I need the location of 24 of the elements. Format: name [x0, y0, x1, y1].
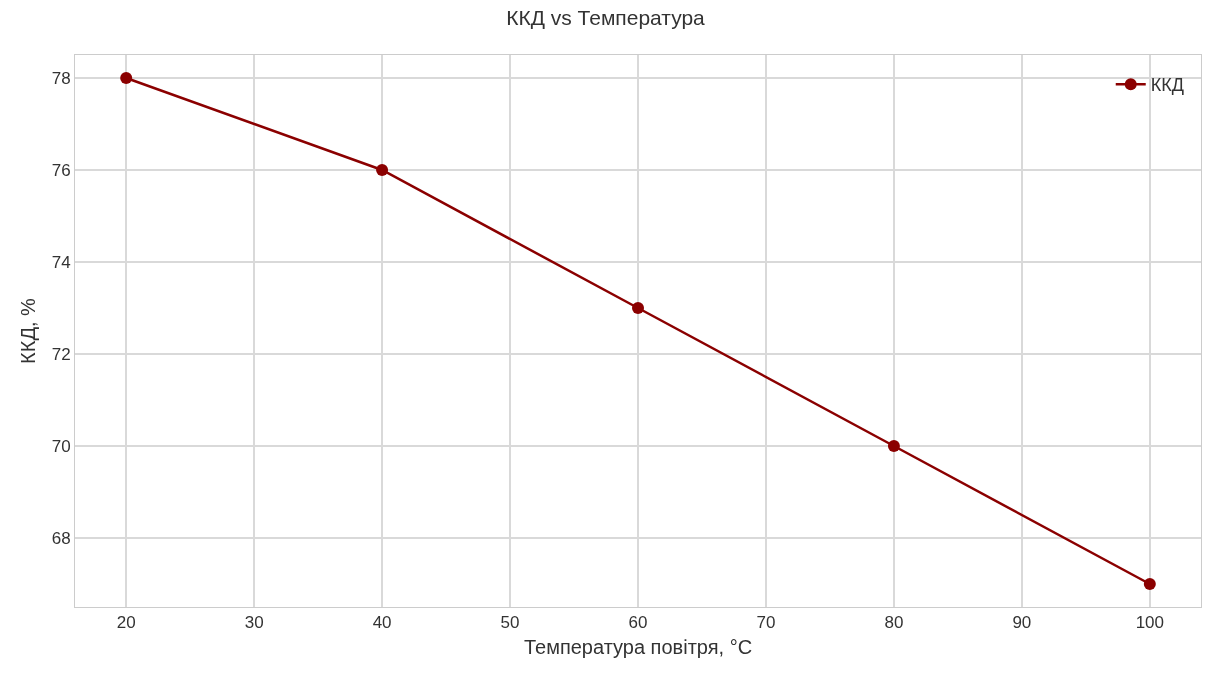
x-tick-label: 80 — [884, 613, 904, 633]
point — [632, 302, 644, 314]
x-tick-label: 40 — [372, 613, 392, 633]
point — [120, 72, 133, 84]
y-tick-label: 72 — [51, 344, 71, 364]
legend-label: ККД — [1150, 75, 1184, 96]
x-axis-title: Температура повітря, °C — [523, 635, 753, 658]
y-tick-label: 78 — [51, 68, 71, 88]
x-tick-label: 70 — [756, 613, 776, 633]
point — [887, 440, 900, 452]
x-tick-label: 90 — [1012, 613, 1032, 633]
y-axis-title: ККД, % — [17, 297, 40, 364]
point — [1143, 578, 1156, 590]
y-tick-label: 76 — [51, 160, 71, 180]
x-tick-label: 50 — [500, 613, 520, 633]
x-tick-label: 60 — [628, 613, 648, 633]
y-tick-label: 74 — [51, 252, 71, 272]
y-tick-label: 68 — [51, 528, 71, 548]
x-tick-label: 100 — [1135, 613, 1165, 633]
point — [376, 164, 389, 176]
y-tick-label: 70 — [51, 436, 71, 456]
x-tick-label: 20 — [116, 613, 136, 633]
chart-title: ККД vs Температура — [506, 5, 706, 29]
x-tick-label: 30 — [244, 613, 264, 633]
